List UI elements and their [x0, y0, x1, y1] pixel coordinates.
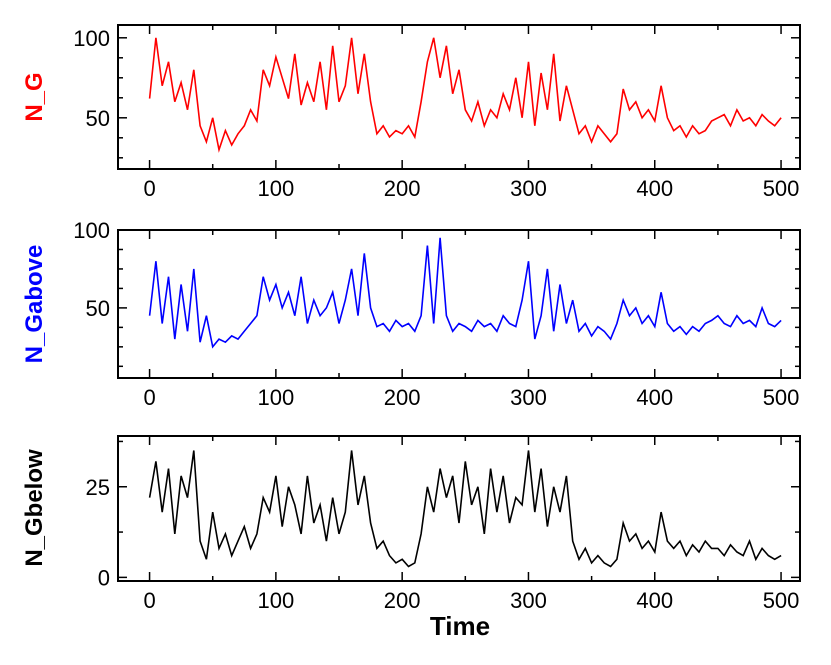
panel-n-gbelow: 0 100 200 300 400 500 0 25 N_Gbelow — [21, 435, 801, 613]
x-tick-label-n-g: 100 — [258, 176, 295, 201]
panel-n-gabove: 0 100 200 300 400 500 50 100 N_Gabove — [21, 218, 801, 410]
series-line-n-gbelow — [148, 450, 782, 568]
y-tick-label-n-gabove: 100 — [73, 218, 110, 243]
x-tick-label-n-g: 0 — [143, 176, 155, 201]
x-tick-label-n-gabove: 200 — [384, 385, 421, 410]
x-tick-label-n-gabove: 0 — [143, 385, 155, 410]
y-tick-label-n-g: 100 — [73, 26, 110, 51]
plot-frame-n-g — [117, 24, 801, 170]
ticks-n-g — [118, 25, 800, 169]
x-tick-label-n-gbelow: 0 — [143, 588, 155, 613]
x-tick-label-n-gbelow: 500 — [763, 588, 800, 613]
x-tick-label-n-g: 300 — [510, 176, 547, 201]
x-tick-label-n-gbelow: 300 — [510, 588, 547, 613]
x-tick-label-n-gabove: 300 — [510, 385, 547, 410]
y-tick-label-n-g: 50 — [86, 106, 110, 131]
x-tick-label-n-gabove: 500 — [763, 385, 800, 410]
ticklabels-n-gbelow: 0 100 200 300 400 500 0 25 — [86, 475, 800, 613]
ticklabels-n-gabove: 0 100 200 300 400 500 50 100 — [73, 218, 799, 410]
y-tick-label-n-gbelow: 25 — [86, 475, 110, 500]
x-tick-label-n-g: 200 — [384, 176, 421, 201]
y-tick-label-n-gabove: 50 — [86, 296, 110, 321]
ticks-n-gbelow — [118, 436, 800, 581]
y-axis-label-n-gbelow: N_Gbelow — [21, 449, 48, 567]
series-line-n-g — [148, 37, 782, 153]
y-axis-label-n-g: N_G — [21, 72, 48, 121]
x-tick-label-n-gabove: 400 — [636, 385, 673, 410]
panel-n-g: 0 100 200 300 400 500 50 100 N_G — [21, 24, 801, 201]
series-line-n-gabove — [148, 237, 782, 349]
x-tick-label-n-g: 400 — [636, 176, 673, 201]
x-tick-label-n-g: 500 — [763, 176, 800, 201]
plot-frame-n-gbelow — [117, 435, 801, 582]
x-axis-label: Time — [430, 611, 490, 641]
ticks-n-gabove — [118, 229, 800, 378]
y-axis-label-n-gabove: N_Gabove — [21, 245, 48, 364]
x-tick-label-n-gbelow: 200 — [384, 588, 421, 613]
ticklabels-n-g: 0 100 200 300 400 500 50 100 — [73, 26, 799, 201]
x-tick-label-n-gbelow: 400 — [636, 588, 673, 613]
y-tick-label-n-gbelow: 0 — [98, 565, 110, 590]
x-tick-label-n-gbelow: 100 — [258, 588, 295, 613]
x-tick-label-n-gabove: 100 — [258, 385, 295, 410]
plot-frame-n-gabove — [117, 229, 801, 379]
